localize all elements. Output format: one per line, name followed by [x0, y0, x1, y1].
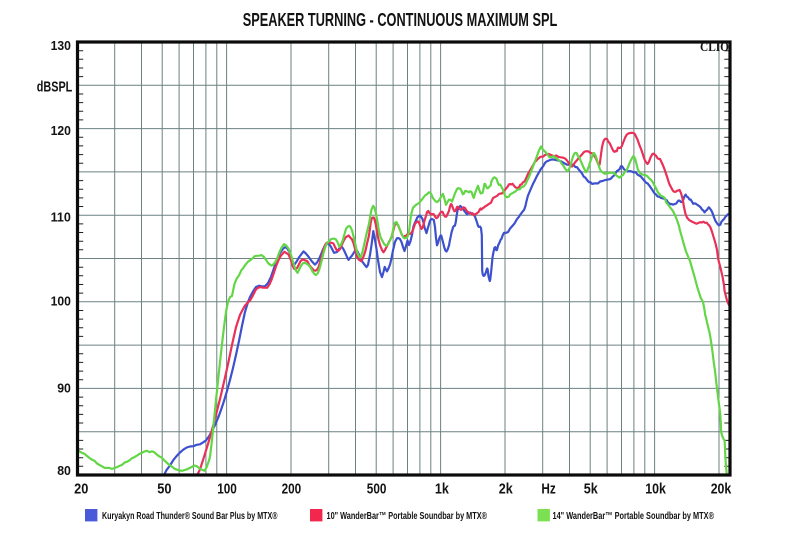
- svg-text:100: 100: [51, 293, 71, 308]
- svg-text:Kuryakyn Road Thunder® Sound B: Kuryakyn Road Thunder® Sound Bar Plus by…: [102, 511, 278, 522]
- svg-text:20: 20: [74, 480, 88, 497]
- svg-text:20k: 20k: [711, 480, 732, 497]
- svg-text:dBSPL: dBSPL: [37, 80, 73, 96]
- svg-text:110: 110: [51, 210, 71, 225]
- svg-text:10" WanderBar™ Portable Soundb: 10" WanderBar™ Portable Soundbar by MTX®: [327, 511, 488, 522]
- svg-text:2k: 2k: [499, 480, 514, 497]
- svg-text:500: 500: [367, 480, 387, 497]
- svg-text:1k: 1k: [435, 480, 450, 497]
- svg-text:CLIO: CLIO: [700, 40, 729, 54]
- svg-text:5k: 5k: [584, 480, 599, 497]
- svg-text:14" WanderBar™ Portable Soundb: 14" WanderBar™ Portable Soundbar by MTX®: [553, 511, 715, 522]
- svg-text:Hz: Hz: [541, 480, 555, 497]
- svg-text:50: 50: [157, 480, 171, 497]
- svg-text:200: 200: [282, 480, 302, 497]
- svg-text:120: 120: [51, 123, 71, 138]
- svg-text:80: 80: [57, 463, 71, 478]
- svg-text:130: 130: [51, 38, 71, 53]
- svg-text:10k: 10k: [645, 480, 666, 497]
- svg-text:100: 100: [217, 480, 237, 497]
- svg-text:90: 90: [57, 381, 71, 396]
- svg-text:SPEAKER TURNING - CONTINUOUS M: SPEAKER TURNING - CONTINUOUS MAXIMUM SPL: [243, 10, 558, 30]
